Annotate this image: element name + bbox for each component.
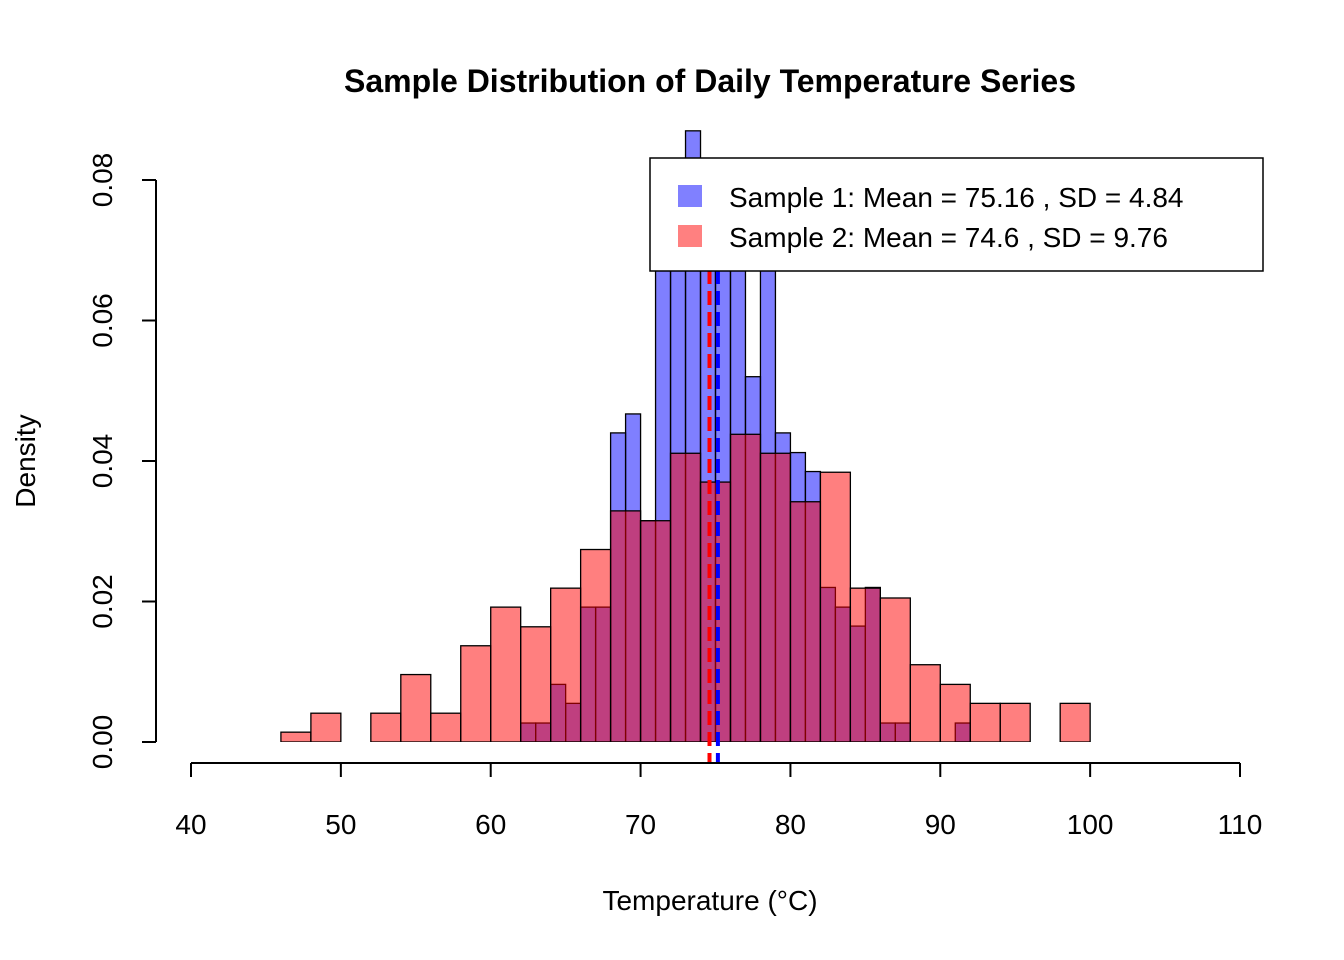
series-2-bar-11 — [609, 510, 642, 742]
series-2-bar-15 — [729, 433, 762, 742]
x-tick-label-50: 50 — [325, 809, 356, 840]
x-tick-label-110: 110 — [1218, 809, 1263, 840]
series-2-bar-10 — [579, 548, 612, 742]
x-tick-label-100: 100 — [1067, 809, 1114, 840]
series-2-bar-17 — [789, 501, 822, 742]
series-2-bar-23 — [969, 702, 1001, 742]
chart-title: Sample Distribution of Daily Temperature… — [344, 63, 1076, 99]
axes: 40 50 60 70 80 90 100 110 0.00 0.02 0.04 0.06 0.08 — [87, 153, 1262, 840]
x-axis-label: Temperature (°C) — [602, 885, 817, 916]
x-tick-label-90: 90 — [925, 809, 956, 840]
legend: Sample 1: Mean = 75.16 , SD = 4.84 Sample… — [649, 157, 1264, 272]
y-tick-label-0.04: 0.04 — [87, 434, 118, 489]
legend-label-1: Sample 1: Mean = 75.16 , SD = 4.84 — [729, 182, 1184, 213]
x-tick-label-60: 60 — [475, 809, 506, 840]
series-2-bar-13 — [669, 452, 702, 742]
legend-label-2: Sample 2: Mean = 74.6 , SD = 9.76 — [729, 222, 1168, 253]
series-2-bar-12 — [639, 520, 672, 742]
x-tick-label-40: 40 — [175, 809, 206, 840]
series-2-bar-3 — [370, 712, 402, 742]
series-2-bar-21 — [909, 664, 941, 742]
series-2-bar-19 — [849, 587, 881, 742]
legend-swatch-1 — [678, 185, 702, 207]
y-tick-label-0.02: 0.02 — [87, 574, 118, 629]
y-tick-label-0.08: 0.08 — [87, 153, 118, 208]
y-tick-label-0.00: 0.00 — [87, 715, 118, 770]
legend-box — [649, 157, 1264, 272]
series-2-bar-7 — [490, 606, 522, 742]
series-2-bar-16 — [759, 452, 792, 742]
x-tick-label-80: 80 — [775, 809, 806, 840]
series-2-bar-18 — [819, 471, 852, 742]
x-tick-label-70: 70 — [625, 809, 656, 840]
series-2-bars — [280, 433, 1091, 742]
series-2-bar-22 — [939, 683, 971, 742]
series-2-bar-24 — [999, 702, 1031, 742]
series-2-bar-25 — [1059, 702, 1091, 742]
y-axis-label: Density — [10, 414, 41, 507]
series-2-bar-2 — [310, 712, 342, 742]
series-2-bar-8 — [520, 626, 552, 742]
series-2-bar-20 — [879, 597, 911, 742]
series-2-bar-1 — [280, 731, 312, 742]
mean-lines — [707, 270, 720, 763]
legend-swatch-2 — [678, 225, 702, 247]
y-tick-label-0.06: 0.06 — [87, 293, 118, 348]
series-2-bar-14 — [699, 481, 732, 742]
series-2-bar-4 — [400, 673, 432, 742]
series-2-bar-9 — [550, 587, 582, 742]
series-2-bar-5 — [430, 712, 462, 742]
histogram-bars — [280, 130, 1091, 742]
series-2-bar-6 — [460, 645, 492, 742]
